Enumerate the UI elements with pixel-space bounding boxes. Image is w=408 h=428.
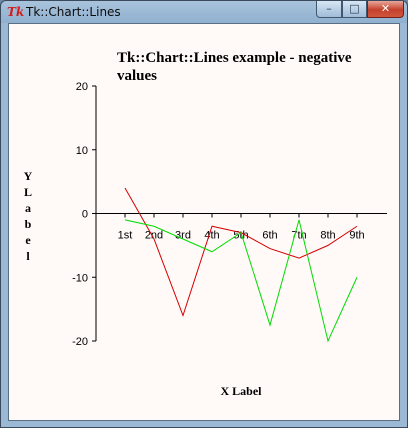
chart-canvas: Tk::Chart::Lines example - negative valu… [8,23,400,421]
tk-feather-icon: Tk [7,5,25,19]
x-tick-label: 3rd [175,230,191,242]
x-ticks: 1st 2nd 3rd 4th 5th 6th 7th 8th 9th [118,213,365,242]
title-bar[interactable]: Tk Tk::Chart::Lines – □ ✕ [1,1,407,23]
chart-title-line-2: values [117,68,157,84]
y-tick-label: -10 [72,272,88,284]
y-axis-label-letter: a [25,201,31,215]
line-chart: Tk::Chart::Lines example - negative valu… [24,50,387,398]
window-title: Tk::Chart::Lines [26,5,121,19]
y-tick-label: -20 [72,336,88,348]
y-axis-label-letter: e [25,233,31,247]
y-ticks: 20 10 0 -10 -20 [72,81,96,348]
series-line-1 [124,187,358,318]
y-axis-label-letter: Y [24,169,33,183]
x-axis-label: X Label [220,384,262,398]
y-tick-label: 20 [76,81,88,93]
series-line-2 [124,219,358,343]
y-axis-label-letter: b [25,217,32,231]
y-tick-label: 0 [82,209,88,221]
x-tick-label: 5th [233,230,248,242]
chart-title-line-1: Tk::Chart::Lines example - negative [117,50,352,66]
y-axis-label-letter: l [26,249,30,263]
close-button[interactable]: ✕ [367,1,404,18]
y-tick-label: 10 [76,145,88,157]
x-tick-label: 6th [262,230,277,242]
series-lines [124,187,358,343]
x-tick-label: 1st [118,230,133,242]
y-axis-label-letter: L [24,185,32,199]
minimize-button[interactable]: – [316,1,342,18]
x-tick-label: 2nd [145,230,163,242]
x-tick-label: 9th [349,230,364,242]
x-tick-label: 4th [204,230,219,242]
maximize-button[interactable]: □ [342,1,367,18]
x-tick-label: 8th [320,230,335,242]
